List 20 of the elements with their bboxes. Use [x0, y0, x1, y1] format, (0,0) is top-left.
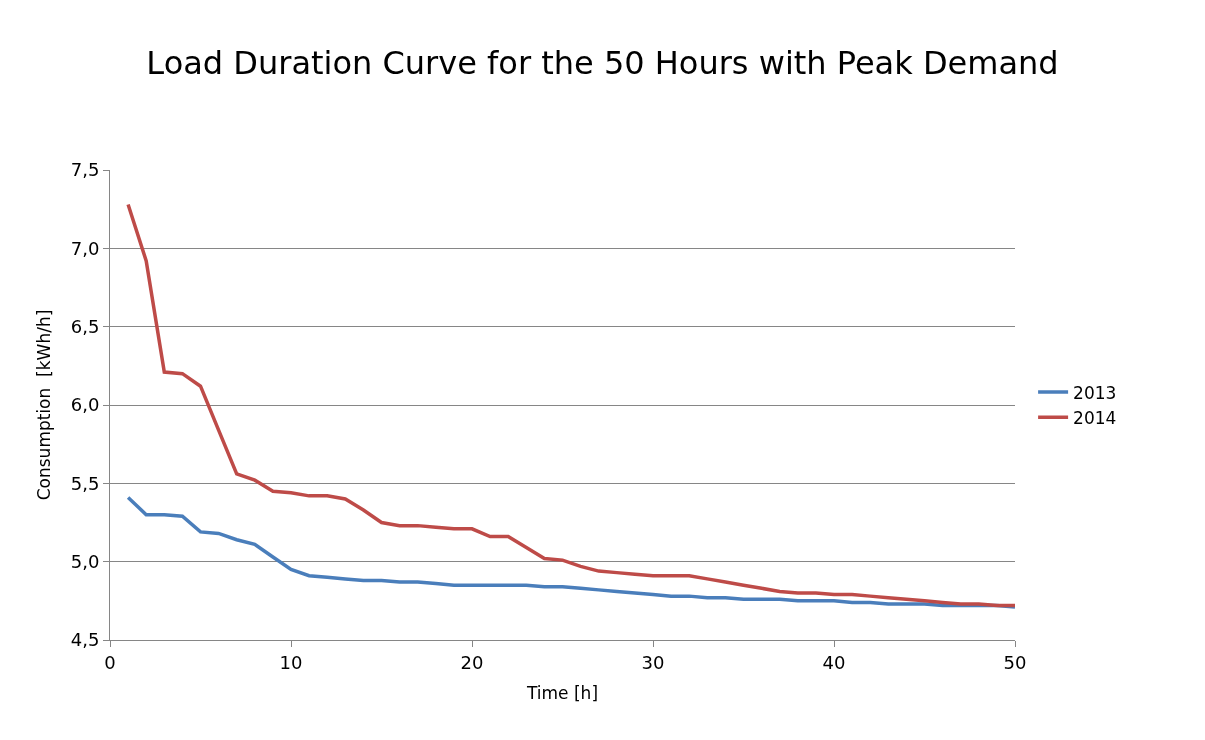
x-tick-label: 40	[822, 651, 846, 673]
line-series	[126, 495, 1015, 609]
y-tick-label: 4,5	[70, 629, 100, 651]
x-tick-label: 20	[460, 651, 484, 673]
y-tick-label: 5,0	[70, 550, 100, 572]
x-tick-label: 50	[1003, 651, 1027, 673]
legend-label: 2013	[1073, 382, 1117, 403]
x-axis-title: Time [h]	[525, 683, 599, 703]
y-tick-label: 6,5	[70, 315, 100, 337]
legend-label: 2014	[1073, 407, 1117, 428]
y-tick-label: 7,0	[70, 237, 100, 259]
x-tick-label: 30	[641, 651, 665, 673]
y-tick-label: 7,5	[70, 159, 100, 181]
y-tick-label: 6,0	[70, 394, 100, 416]
x-tick-label: 10	[279, 651, 303, 673]
y-axis-title: Consumption [kWh/h]	[34, 309, 55, 501]
line-series	[126, 202, 1015, 608]
y-tick-label: 5,5	[70, 472, 100, 494]
x-tick-label: 0	[104, 651, 116, 673]
chart-title: Load Duration Curve for the 50 Hours with Peak Demand	[146, 44, 1059, 83]
